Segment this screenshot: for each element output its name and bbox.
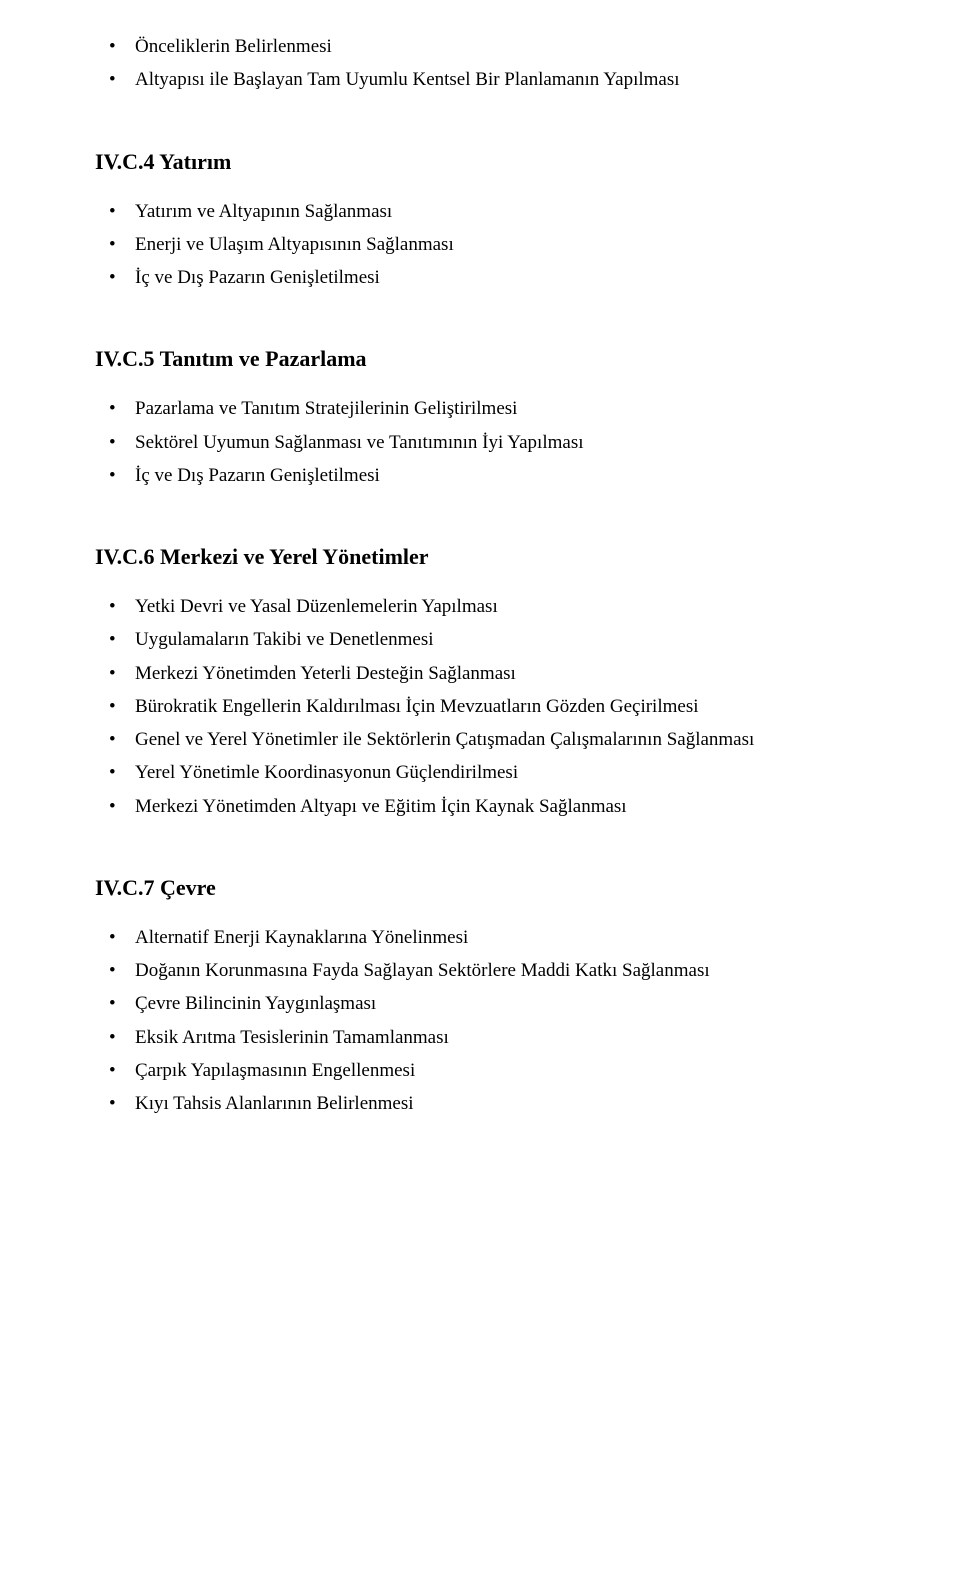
list-item: Altyapısı ile Başlayan Tam Uyumlu Kentse… xyxy=(95,63,865,96)
list-item: Kıyı Tahsis Alanlarının Belirlenmesi xyxy=(95,1087,865,1120)
list-item: Genel ve Yerel Yönetimler ile Sektörleri… xyxy=(95,723,865,756)
bullet-list: Alternatif Enerji Kaynaklarına Yönelinme… xyxy=(95,921,865,1121)
list-item: Eksik Arıtma Tesislerinin Tamamlanması xyxy=(95,1021,865,1054)
section-heading: IV.C.6 Merkezi ve Yerel Yönetimler xyxy=(95,544,865,570)
bullet-list: Pazarlama ve Tanıtım Stratejilerinin Gel… xyxy=(95,392,865,492)
document-page: Önceliklerin Belirlenmesi Altyapısı ile … xyxy=(0,0,960,1579)
list-item: Yatırım ve Altyapının Sağlanması xyxy=(95,195,865,228)
section-heading: IV.C.7 Çevre xyxy=(95,875,865,901)
list-item: Alternatif Enerji Kaynaklarına Yönelinme… xyxy=(95,921,865,954)
list-item: Doğanın Korunmasına Fayda Sağlayan Sektö… xyxy=(95,954,865,987)
list-item: Merkezi Yönetimden Yeterli Desteğin Sağl… xyxy=(95,657,865,690)
list-item: Yerel Yönetimle Koordinasyonun Güçlendir… xyxy=(95,756,865,789)
list-item: Yetki Devri ve Yasal Düzenlemelerin Yapı… xyxy=(95,590,865,623)
list-item: Önceliklerin Belirlenmesi xyxy=(95,30,865,63)
list-item: Enerji ve Ulaşım Altyapısının Sağlanması xyxy=(95,228,865,261)
section-heading: IV.C.5 Tanıtım ve Pazarlama xyxy=(95,346,865,372)
bullet-list: Yetki Devri ve Yasal Düzenlemelerin Yapı… xyxy=(95,590,865,823)
list-item: İç ve Dış Pazarın Genişletilmesi xyxy=(95,261,865,294)
list-item: Çarpık Yapılaşmasının Engellenmesi xyxy=(95,1054,865,1087)
list-item: Uygulamaların Takibi ve Denetlenmesi xyxy=(95,623,865,656)
list-item: Sektörel Uyumun Sağlanması ve Tanıtımını… xyxy=(95,426,865,459)
list-item: Pazarlama ve Tanıtım Stratejilerinin Gel… xyxy=(95,392,865,425)
bullet-list: Yatırım ve Altyapının Sağlanması Enerji … xyxy=(95,195,865,295)
list-item: İç ve Dış Pazarın Genişletilmesi xyxy=(95,459,865,492)
intro-bullet-list: Önceliklerin Belirlenmesi Altyapısı ile … xyxy=(95,30,865,97)
list-item: Çevre Bilincinin Yaygınlaşması xyxy=(95,987,865,1020)
list-item: Merkezi Yönetimden Altyapı ve Eğitim İçi… xyxy=(95,790,865,823)
section-heading: IV.C.4 Yatırım xyxy=(95,149,865,175)
list-item: Bürokratik Engellerin Kaldırılması İçin … xyxy=(95,690,865,723)
